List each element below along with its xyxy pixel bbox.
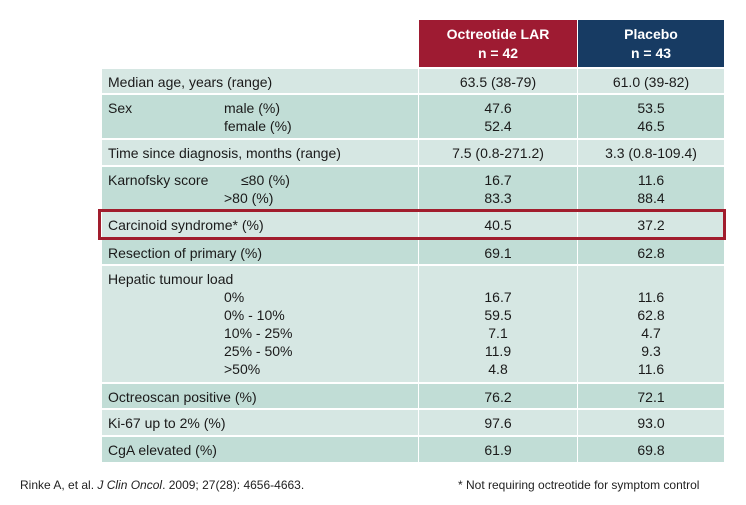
row-separator [102, 408, 724, 410]
header-placebo-n: n = 43 [630, 44, 672, 61]
citation-authors: Rinke A, et al. [20, 478, 98, 492]
row-resection: Resection of primary (%) 69.1 62.8 [102, 240, 724, 264]
value-octreotide: 7.1 [488, 325, 508, 341]
row-cga: CgA elevated (%) 61.9 69.8 [102, 437, 724, 462]
value-placebo: 3.3 (0.8-109.4) [577, 140, 724, 165]
value-placebo: 93.0 [577, 410, 724, 435]
value-octreotide: 97.6 [418, 410, 577, 435]
value-placebo: 37.2 [577, 212, 724, 238]
value-placebo: 4.7 [641, 325, 661, 341]
highlight-box [98, 209, 726, 240]
row-label: Median age, years (range) [108, 74, 273, 90]
row-octreoscan: Octreoscan positive (%) 76.2 72.1 [102, 384, 724, 408]
row-sex: Sex male (%) female (%) 47.6 52.4 53.5 4… [102, 95, 724, 138]
row-hepatic-tumour-load: Hepatic tumour load 0% 0% - 10% 10% - 25… [102, 266, 724, 382]
row-separator [102, 435, 724, 437]
citation: Rinke A, et al. J Clin Oncol. 2009; 27(2… [20, 478, 304, 492]
row-label: Karnofsky score [108, 172, 209, 188]
header-placebo: Placebo n = 43 [578, 20, 724, 67]
citation-journal: J Clin Oncol [97, 478, 163, 492]
row-label: CgA elevated (%) [108, 442, 217, 458]
row-carcinoid-syndrome: Carcinoid syndrome* (%) 40.5 37.2 [102, 212, 724, 238]
value-octreotide: 16.7 [484, 289, 512, 305]
sub-label: >50% [224, 361, 261, 377]
row-separator [102, 382, 724, 384]
value-placebo: 88.4 [637, 190, 665, 206]
row-median-age: Median age, years (range) 63.5 (38-79) 6… [102, 69, 724, 93]
value-placebo: 72.1 [577, 384, 724, 408]
value-placebo: 11.6 [637, 361, 665, 377]
sub-label: male (%) [224, 100, 281, 116]
sub-label: 25% - 50% [224, 343, 293, 359]
value-octreotide: 40.5 [418, 212, 577, 238]
value-placebo: 62.8 [637, 307, 665, 323]
header-octreotide-name: Octreotide LAR [446, 25, 550, 42]
row-time-since-diagnosis: Time since diagnosis, months (range) 7.5… [102, 140, 724, 165]
value-octreotide: 52.4 [484, 118, 512, 134]
value-placebo: 11.6 [637, 172, 665, 188]
value-octreotide: 4.8 [488, 361, 508, 377]
value-octreotide: 47.6 [484, 100, 512, 116]
citation-details: . 2009; 27(28): 4656-4663. [162, 478, 305, 492]
header-octreotide: Octreotide LAR n = 42 [419, 20, 577, 67]
value-octreotide: 83.3 [484, 190, 512, 206]
row-separator [102, 165, 724, 167]
value-octreotide: 16.7 [484, 172, 512, 188]
row-ki67: Ki-67 up to 2% (%) 97.6 93.0 [102, 410, 724, 435]
value-placebo: 46.5 [637, 118, 665, 134]
value-placebo: 9.3 [641, 343, 661, 359]
row-label: Hepatic tumour load [108, 271, 234, 287]
footnote: * Not requiring octreotide for symptom c… [458, 478, 700, 492]
row-label: Resection of primary (%) [108, 245, 263, 261]
value-placebo: 62.8 [577, 240, 724, 264]
value-placebo: 69.8 [577, 437, 724, 462]
value-octreotide: 59.5 [484, 307, 512, 323]
row-separator [102, 264, 724, 266]
row-separator [102, 138, 724, 140]
row-label: Carcinoid syndrome* (%) [108, 217, 264, 233]
row-label: Ki-67 up to 2% (%) [108, 415, 226, 431]
value-octreotide: 11.9 [484, 343, 512, 359]
sub-label: female (%) [224, 118, 292, 134]
sub-label: 10% - 25% [224, 325, 293, 341]
value-placebo: 11.6 [637, 289, 665, 305]
row-label: Sex [108, 100, 133, 116]
value-octreotide: 7.5 (0.8-271.2) [418, 140, 577, 165]
value-placebo: 53.5 [637, 100, 665, 116]
sub-label: 0% [224, 289, 245, 305]
row-label: Octreoscan positive (%) [108, 389, 257, 405]
row-label: Time since diagnosis, months (range) [108, 145, 341, 161]
value-octreotide: 69.1 [418, 240, 577, 264]
value-octreotide: 76.2 [418, 384, 577, 408]
sub-label: >80 (%) [224, 190, 274, 206]
sub-label: ≤80 (%) [241, 172, 290, 188]
header-octreotide-n: n = 42 [477, 44, 519, 61]
value-octreotide: 63.5 (38-79) [418, 69, 577, 93]
value-octreotide: 61.9 [418, 437, 577, 462]
header-placebo-name: Placebo [624, 25, 678, 42]
value-placebo: 61.0 (39-82) [577, 69, 724, 93]
sub-label: 0% - 10% [224, 307, 285, 323]
row-separator [102, 93, 724, 95]
row-karnofsky: Karnofsky score ≤80 (%) >80 (%) 16.7 83.… [102, 167, 724, 210]
